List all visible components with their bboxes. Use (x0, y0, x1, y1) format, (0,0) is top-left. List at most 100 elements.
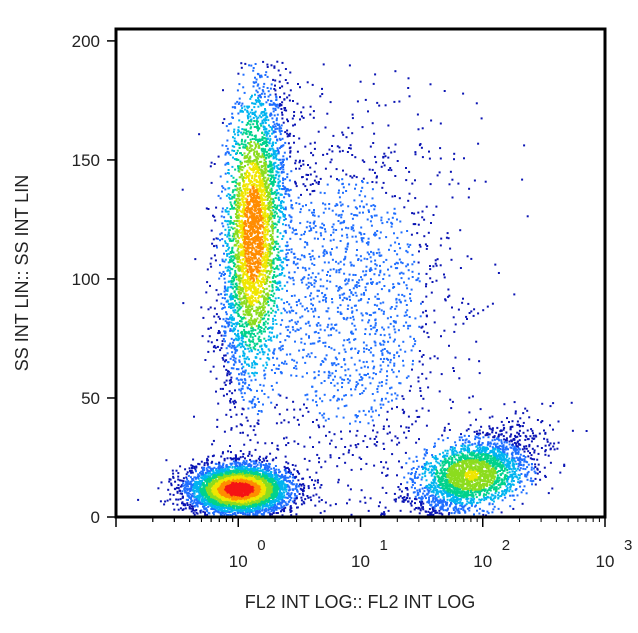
data-point (207, 500, 210, 503)
data-point (206, 463, 209, 466)
data-point (246, 513, 249, 516)
data-point (218, 489, 221, 492)
data-point (281, 480, 284, 483)
data-point (207, 505, 210, 508)
data-point (238, 475, 241, 478)
data-point (273, 500, 276, 503)
data-point (202, 485, 205, 488)
data-point (210, 479, 213, 482)
data-point (221, 472, 224, 475)
data-point (234, 454, 237, 457)
data-point (182, 496, 184, 499)
data-point (242, 485, 245, 488)
data-point (202, 488, 205, 491)
data-point (290, 471, 292, 474)
data-point (247, 505, 250, 508)
data-point (220, 492, 223, 495)
data-point (223, 506, 225, 509)
data-point (210, 502, 213, 505)
data-point (191, 478, 194, 480)
data-point (241, 480, 244, 483)
data-point (253, 469, 256, 472)
data-point (217, 494, 220, 497)
data-point (300, 483, 303, 486)
data-point (190, 471, 193, 474)
data-point (293, 499, 296, 502)
data-point (231, 494, 234, 497)
data-point (201, 471, 204, 473)
data-point (248, 473, 250, 476)
data-point (265, 464, 268, 467)
data-point (211, 490, 214, 493)
data-point (219, 486, 222, 489)
data-point (220, 509, 223, 512)
data-point (204, 479, 206, 482)
data-point (264, 495, 267, 498)
data-point (202, 510, 205, 513)
data-point (232, 495, 235, 498)
data-point (271, 482, 274, 485)
data-point (293, 493, 296, 495)
data-point (250, 503, 253, 506)
data-point (278, 493, 281, 496)
data-point (265, 457, 267, 460)
data-point (220, 489, 223, 492)
data-point (252, 460, 255, 463)
data-point (231, 472, 233, 474)
data-point (210, 496, 213, 499)
data-point (223, 513, 226, 516)
data-point (256, 503, 259, 506)
data-point (278, 478, 281, 480)
data-point (198, 492, 201, 495)
data-point (241, 506, 244, 509)
data-point (253, 505, 256, 508)
data-point (266, 469, 269, 471)
data-point (264, 505, 267, 508)
data-point (267, 478, 270, 481)
data-point (261, 460, 264, 463)
data-point (284, 488, 287, 491)
data-point (219, 503, 222, 506)
data-point (251, 483, 254, 486)
data-point (273, 491, 276, 494)
data-point (178, 489, 181, 492)
data-point (229, 503, 232, 506)
data-point (184, 468, 187, 471)
data-point (247, 465, 250, 468)
data-point (275, 507, 278, 510)
data-point (231, 490, 234, 492)
data-point (185, 491, 188, 494)
data-point (315, 493, 318, 496)
data-point (186, 481, 189, 484)
data-point (196, 487, 199, 490)
data-point (189, 470, 192, 473)
data-point (226, 468, 229, 471)
data-point (221, 478, 224, 481)
data-point (250, 509, 253, 512)
data-point (241, 476, 244, 479)
data-point (250, 460, 253, 463)
data-point (254, 472, 257, 475)
data-point (268, 511, 271, 514)
data-point (265, 476, 268, 479)
data-point (216, 489, 219, 492)
data-point (203, 488, 206, 490)
data-point (189, 493, 192, 496)
data-point (212, 508, 215, 511)
data-point (195, 498, 198, 501)
data-point (240, 509, 242, 512)
data-point (212, 475, 215, 478)
data-point (263, 500, 266, 503)
data-point (248, 453, 251, 455)
data-point (268, 499, 270, 502)
data-point (297, 479, 300, 482)
data-point (257, 510, 260, 513)
data-point (186, 471, 189, 474)
data-point (256, 510, 259, 512)
data-point (234, 459, 237, 462)
data-point (270, 506, 273, 509)
data-point (234, 477, 236, 480)
data-point (223, 502, 226, 505)
data-point (189, 488, 192, 491)
data-point (263, 489, 266, 492)
